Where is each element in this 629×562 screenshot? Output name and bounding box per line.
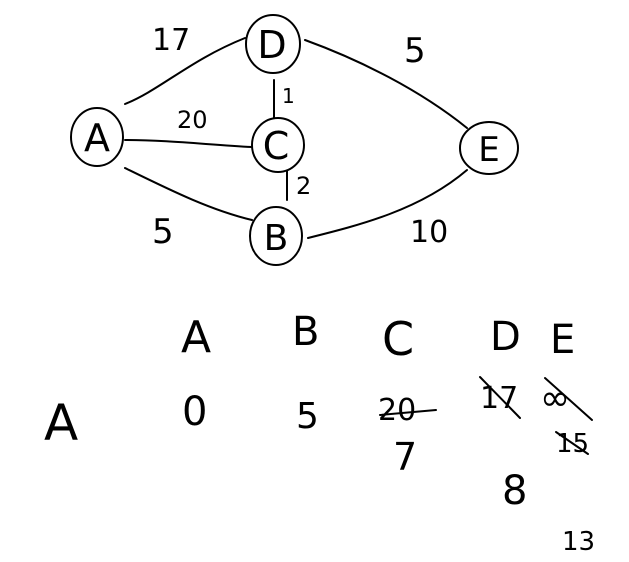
node-e: E [459,121,519,175]
dist-e-old: ∞ [540,378,570,419]
node-c: C [251,117,305,173]
edge-weight-d-c: 1 [282,84,295,108]
edge-a-c [124,139,253,148]
edge-weight-b-e: 10 [410,215,448,250]
dist-b: 5 [296,396,319,437]
edge-weight-a-b: 5 [152,212,174,252]
edge-weight-a-d: 17 [152,23,190,58]
edge-weight-d-e: 5 [404,31,426,71]
node-label: E [478,130,499,170]
column-header-a: A [181,312,211,363]
edge-a-b [124,167,253,221]
dist-a: 0 [182,389,207,435]
node-label: A [84,116,110,160]
dist-c-old: 20 [378,393,416,428]
node-d: D [245,14,301,74]
row-label-a: A [44,394,78,452]
node-b: B [249,206,303,266]
column-header-b: B [292,309,319,355]
edge-weight-a-c: 20 [177,106,208,134]
edge-weight-c-b: 2 [296,172,311,200]
column-header-c: C [382,312,414,366]
column-header-e: E [550,317,575,363]
dist-e-new: 13 [562,527,595,557]
edge-d-e [304,39,468,129]
strike-e-inf [544,377,593,421]
edge-b-e [307,169,468,239]
dist-c-new: 7 [393,435,417,479]
strike-d [479,376,521,419]
strike-e-mid [555,431,589,455]
edge-a-d [124,37,246,105]
distance-table: A B C D E A 0 5 20 7 17 8 ∞ 15 13 [44,309,595,557]
column-header-d: D [490,314,521,360]
dist-d-new: 8 [502,468,527,514]
strike-c [379,409,437,416]
node-label: C [263,124,290,168]
node-label: D [257,23,286,67]
node-label: B [264,218,289,259]
node-a: A [70,107,124,167]
